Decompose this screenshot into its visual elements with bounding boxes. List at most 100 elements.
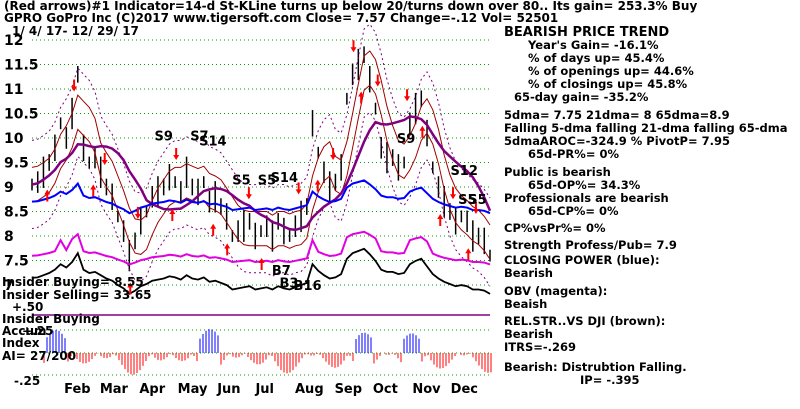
red-arrow-up (314, 179, 321, 192)
red-arrow-up (44, 189, 51, 202)
left-label-neg25: -.25 (14, 374, 40, 388)
month-label: Dec (451, 382, 478, 397)
signal-label: B3 (279, 276, 298, 291)
red-arrow-up (465, 248, 472, 261)
signal-label: S5 (458, 193, 476, 208)
price-tick-label: 8.5 (4, 205, 29, 221)
signal-label: S9 (154, 129, 172, 144)
panel-line-distribution: Bearish: Distrubtion Falling. (504, 360, 687, 374)
panel-line-rs-title: REL.STR..VS DJI (brown): (504, 314, 666, 328)
panel-line-cp: 65d-CP%= 0% (528, 204, 619, 218)
panel-line-cp-title: CLOSING POWER (blue): (504, 253, 660, 267)
red-arrow-down (374, 74, 381, 87)
info-panel: BEARISH PRICE TREND Year's Gain= -16.1% … (504, 26, 796, 401)
panel-line-years-gain: Year's Gain= -16.1% (528, 38, 659, 52)
red-arrow-down (472, 201, 479, 214)
month-label: Feb (64, 382, 90, 397)
panel-line-pr: 65d-PR%= 0% (528, 147, 619, 161)
chart-canvas: 12 11.5 11 10.5 10 9.5 9 8.5 8 7.5 7 Feb Mar Apr May Ju… (2, 23, 492, 397)
red-arrow-down (350, 40, 357, 53)
signal-label: B7 (272, 264, 291, 279)
price-tick-label: 9.5 (4, 156, 29, 172)
panel-line-professionals: Professionals are bearish (504, 191, 669, 205)
signal-label: B16 (294, 279, 322, 294)
red-arrow-up (437, 213, 444, 226)
panel-line-itrs: ITRS=-.269 (504, 340, 577, 354)
red-arrow-down (71, 79, 78, 92)
red-arrow-down (295, 182, 302, 195)
upper-band (31, 50, 491, 226)
red-arrow-up (358, 91, 365, 104)
header-line-1: (Red arrows)#1 Indicator=14-d St-KLine t… (4, 0, 698, 13)
price-tick-label: 11 (4, 82, 23, 98)
red-arrow-down (134, 206, 141, 219)
panel-line-rs-value: Bearish (504, 327, 553, 341)
ma65-line (31, 115, 492, 232)
panel-line-cpvspr: CP%vsPr%= 0% (504, 221, 606, 235)
red-arrow-down (450, 187, 457, 200)
month-label: Aug (295, 382, 324, 397)
month-label: Sep (335, 382, 363, 397)
price-tick-label: 9 (4, 180, 14, 196)
month-label: Jun (216, 382, 240, 397)
signal-label: S5 (258, 174, 276, 189)
panel-line-cp-value: Bearish (504, 266, 553, 280)
rel-strength-line (31, 247, 491, 296)
red-arrow-down (101, 152, 108, 165)
panel-line-obv-value: Beaish (504, 297, 548, 311)
left-label-insider-selling: Insider Selling= 33.65 (2, 288, 152, 302)
red-arrow-up (258, 258, 265, 271)
left-label-insider-buying: Insider Buying= 8.55 (2, 275, 144, 289)
month-label: Mar (100, 382, 129, 397)
panel-line-obv-title: OBV (magenta): (504, 284, 608, 298)
panel-line-ip: IP= -.395 (580, 373, 640, 387)
panel-line-closings-up: % of closings up= 45.8% (528, 77, 688, 91)
red-arrow-up (224, 243, 231, 256)
price-tick-label: 10 (4, 131, 24, 147)
panel-line-openings-up: % of openings up= 44.6% (528, 64, 694, 78)
outer-band-upper (31, 23, 491, 199)
red-arrow-up (210, 223, 217, 236)
price-tick-label: 7 (4, 278, 14, 294)
red-arrow-up (90, 184, 97, 197)
panel-line-aroc: 5dmaAROC=-324.9 % PivotP= 7.95 (504, 134, 730, 148)
red-arrow-up (169, 209, 176, 222)
lower-band (31, 84, 491, 260)
price-tick-label: 10.5 (4, 107, 39, 123)
red-arrow-up (419, 125, 426, 138)
panel-line-public: Public is bearish (504, 165, 611, 179)
header-line-2: GPRO GoPro Inc (C)2017 www.tigersoft.com… (4, 11, 559, 25)
signal-label: S5 (468, 193, 486, 208)
price-tick-label: 7.5 (4, 254, 29, 270)
red-arrow-down (330, 148, 337, 161)
signal-label: S14 (271, 171, 298, 186)
panel-line-days-up: % of days up= 45.4% (528, 51, 665, 65)
price-tick-label: 8 (4, 229, 14, 245)
panel-line-dma: 5dma= 7.75 21dma= 8 65dma=8.9 (504, 108, 730, 122)
panel-title: BEARISH PRICE TREND (504, 25, 670, 40)
outer-band-lower (31, 111, 491, 287)
date-range: 1/ 4/ 17- 12/ 29/ 17 (12, 24, 139, 38)
red-arrow-down (173, 148, 180, 161)
month-label: May (178, 382, 208, 397)
left-label-ib2: Insider Buying (2, 312, 100, 326)
panel-line-falling: Falling 5-dma falling 21-dma falling 65-… (504, 121, 788, 135)
month-label: Jul (254, 382, 274, 397)
signal-label: S5 (232, 174, 250, 189)
signal-label: S7 (190, 129, 208, 144)
left-label-accum: Accum (2, 324, 47, 338)
signal-label: S9 (397, 132, 415, 147)
month-label: Apr (139, 382, 165, 397)
left-label-pos25: +.25 (22, 324, 53, 338)
panel-line-op: 65d-OP%= 34.3% (528, 178, 641, 192)
red-arrow-down (404, 89, 411, 102)
month-label: Nov (412, 382, 441, 397)
left-label-ai: AI= 27/200 (2, 349, 76, 363)
price-tick-label: 11.5 (4, 58, 39, 74)
left-label-pos50: +.50 (12, 300, 43, 314)
panel-line-strength: Strength Profess/Pub= 7.9 (504, 238, 677, 252)
price-tick-label: 12 (4, 33, 23, 49)
signal-label: S12 (450, 164, 477, 179)
left-label-index: Index (2, 336, 40, 350)
red-arrow-down (245, 187, 252, 200)
